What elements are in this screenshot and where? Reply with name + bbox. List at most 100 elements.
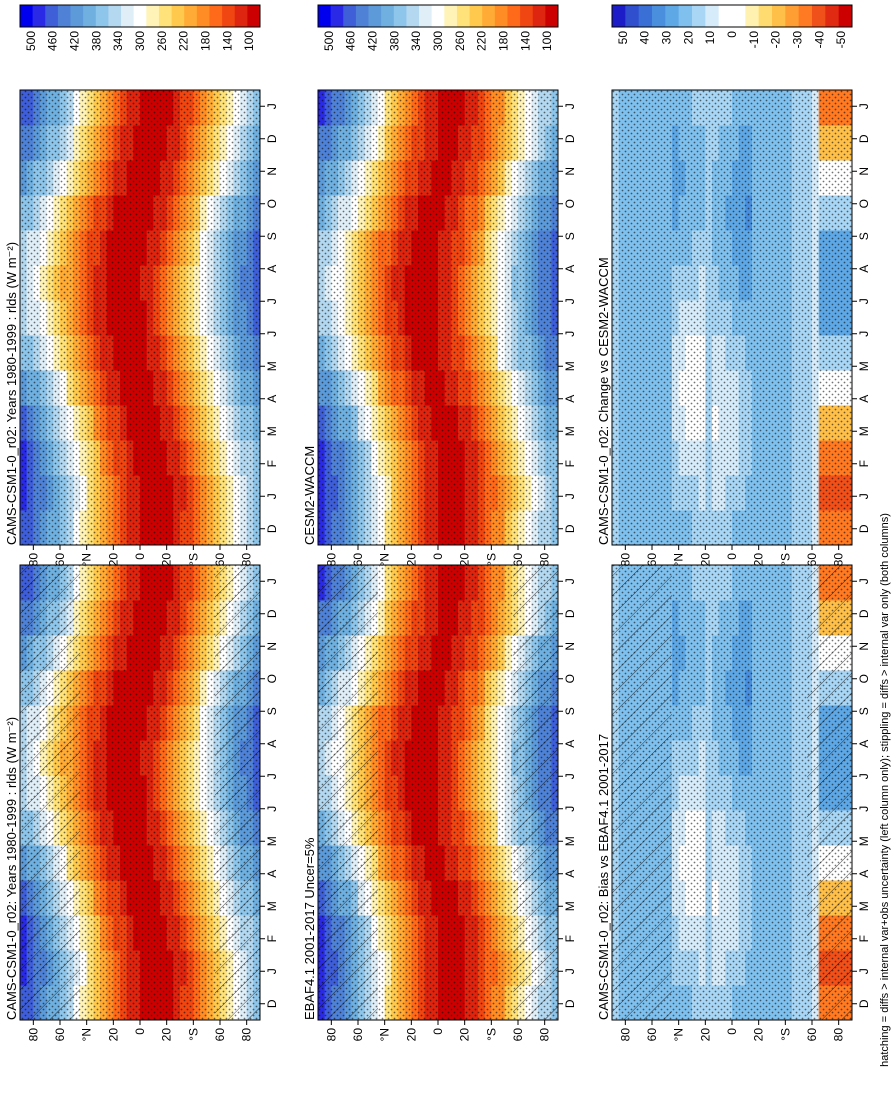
colorbar-swatch [758, 5, 773, 27]
month-tick-label: A [563, 395, 577, 403]
month-tick-label: M [265, 361, 279, 371]
colorbar-swatch [330, 5, 344, 27]
panel-observations: 80 60 °N 20 0 20 °S 60 80 D J F M A M J J A S O N D J EBAF4.1 2… [302, 479, 577, 1042]
colorbar-swatch [108, 5, 122, 27]
month-tick-label: D [265, 609, 279, 618]
lat-tick-label: 80 [832, 1028, 846, 1042]
hatch-overlay-north [612, 565, 672, 1020]
colorbar-tick-label: -10 [747, 31, 761, 49]
lat-tick-label: 0 [725, 553, 739, 560]
month-tick-label: O [265, 674, 279, 683]
panel-reference-model: 80 60 °N 20 0 20 °S 60 80 D J F M A M J J A S O N D J CESM2-WAC… [302, 4, 577, 566]
colorbar-swatch [812, 5, 826, 27]
colorbar-swatch [57, 5, 71, 27]
colorbar-tick-label: 0 [725, 31, 739, 38]
month-tick-label: D [265, 524, 279, 533]
colorbar-tick-label: -50 [834, 31, 848, 49]
panel-grid: 80 60 °N 20 0 20 °S 60 80 D J F M A M J J A S O N D J CAMS-CSM1… [4, 4, 871, 1042]
month-tick-label: S [857, 232, 871, 240]
hatch-overlay-south [807, 565, 852, 1020]
colorbar-tick-label: 500 [322, 31, 336, 51]
stipple-overlay [612, 90, 852, 545]
colorbar-swatch [785, 5, 800, 27]
lat-tick-label: 0 [133, 1028, 147, 1035]
month-tick-label: M [563, 361, 577, 371]
month-tick-label: F [857, 935, 871, 942]
colorbar-swatch [665, 5, 680, 27]
month-tick-label: M [265, 426, 279, 436]
month-tick-label: S [265, 232, 279, 240]
colorbar-tick-label: 40 [638, 31, 652, 45]
month-tick-label: F [563, 460, 577, 467]
colorbar-tick-label: 300 [133, 31, 147, 51]
colorbar-swatch [95, 5, 109, 27]
lat-tick-label: 20 [404, 1028, 418, 1042]
panel-model-mean: 80 60 °N 20 0 20 °S 60 80 D J F M A M J J A S O N D J CAMS-CSM1… [4, 479, 279, 1041]
month-tick-label: M [563, 836, 577, 846]
colorbar-swatch [209, 5, 223, 27]
month-tick-label: J [265, 103, 279, 109]
lat-tick-label: 60 [511, 1028, 525, 1042]
month-tick-label: J [857, 578, 871, 584]
colorbar-frame [317, 4, 559, 28]
colorbar-tick-label: 140 [220, 31, 234, 51]
colorbar-swatch [772, 5, 786, 27]
colorbar-tick-label: -40 [812, 31, 826, 49]
month-tick-label: A [563, 870, 577, 878]
lat-tick-label: 80 [26, 553, 40, 567]
colorbar-tick-label: -30 [790, 31, 804, 49]
colorbar-tick-label: 20 [681, 31, 695, 45]
month-tick-label: A [265, 265, 279, 273]
panel-model-mean-2: 80 60 °N 20 0 20 °S 60 80 D J F M A M J J A S O N D J CAMS-CSM1… [4, 4, 279, 567]
colorbar-swatch [798, 5, 813, 27]
month-tick-label: M [563, 901, 577, 911]
colorbar-swatch [20, 5, 34, 27]
lat-tick-label: °S [484, 1028, 498, 1041]
month-tick-label: A [857, 395, 871, 403]
colorbar-swatch [146, 5, 160, 27]
colorbar-swatch [70, 5, 84, 27]
panel-title: CAMS-CSM1-0_r02: Change vs CESM2-WACCM [596, 257, 611, 545]
lat-tick-label: 60 [645, 1028, 659, 1042]
month-tick-label: J [563, 493, 577, 499]
month-tick-label: S [563, 707, 577, 715]
colorbar-swatch [825, 5, 840, 27]
colorbar-swatch [247, 5, 261, 27]
colorbar-swatch [419, 5, 433, 27]
month-tick-label: F [857, 460, 871, 467]
colorbar-swatch [318, 5, 332, 27]
colorbar-swatch [158, 5, 172, 27]
lat-tick-label: °S [186, 1028, 200, 1041]
hatch-overlay-north [20, 565, 80, 1020]
month-tick-label: A [563, 740, 577, 748]
colorbar-tick-label: 100 [540, 31, 554, 51]
colorbar-tick-label: 10 [703, 31, 717, 45]
month-tick-label: A [857, 265, 871, 273]
lat-tick-label: °N [378, 553, 392, 566]
colorbar-tick-label: 220 [475, 31, 489, 51]
lat-tick-label: 0 [431, 1028, 445, 1035]
month-tick-label: D [265, 999, 279, 1008]
colorbar-tick-label: 100 [242, 31, 256, 51]
month-tick-label: M [563, 426, 577, 436]
colorbar-frame [611, 4, 853, 28]
lat-tick-label: 0 [431, 553, 445, 560]
month-tick-label: O [563, 199, 577, 208]
month-tick-label: N [563, 167, 577, 176]
colorbar-tick-label: -20 [769, 31, 783, 49]
panel-title: CAMS-CSM1-0_r02: Bias vs EBAF4.1 2001-20… [596, 734, 611, 1020]
lat-tick-label: °N [80, 1028, 94, 1041]
month-tick-label: A [265, 740, 279, 748]
month-tick-label: M [265, 836, 279, 846]
colorbar-tick-label: 460 [46, 31, 60, 51]
month-tick-label: O [857, 199, 871, 208]
month-tick-label: J [563, 968, 577, 974]
lat-tick-label: 0 [133, 553, 147, 560]
month-tick-label: F [265, 460, 279, 467]
colorbar-swatch [368, 5, 382, 27]
lat-tick-label: 60 [805, 1028, 819, 1042]
colorbar-swatch [456, 5, 470, 27]
panel-title: CAMS-CSM1-0_r02: Years 1980-1999 : rlds … [4, 242, 19, 545]
month-tick-label: N [857, 167, 871, 176]
hatch-overlay-south [215, 565, 260, 1020]
